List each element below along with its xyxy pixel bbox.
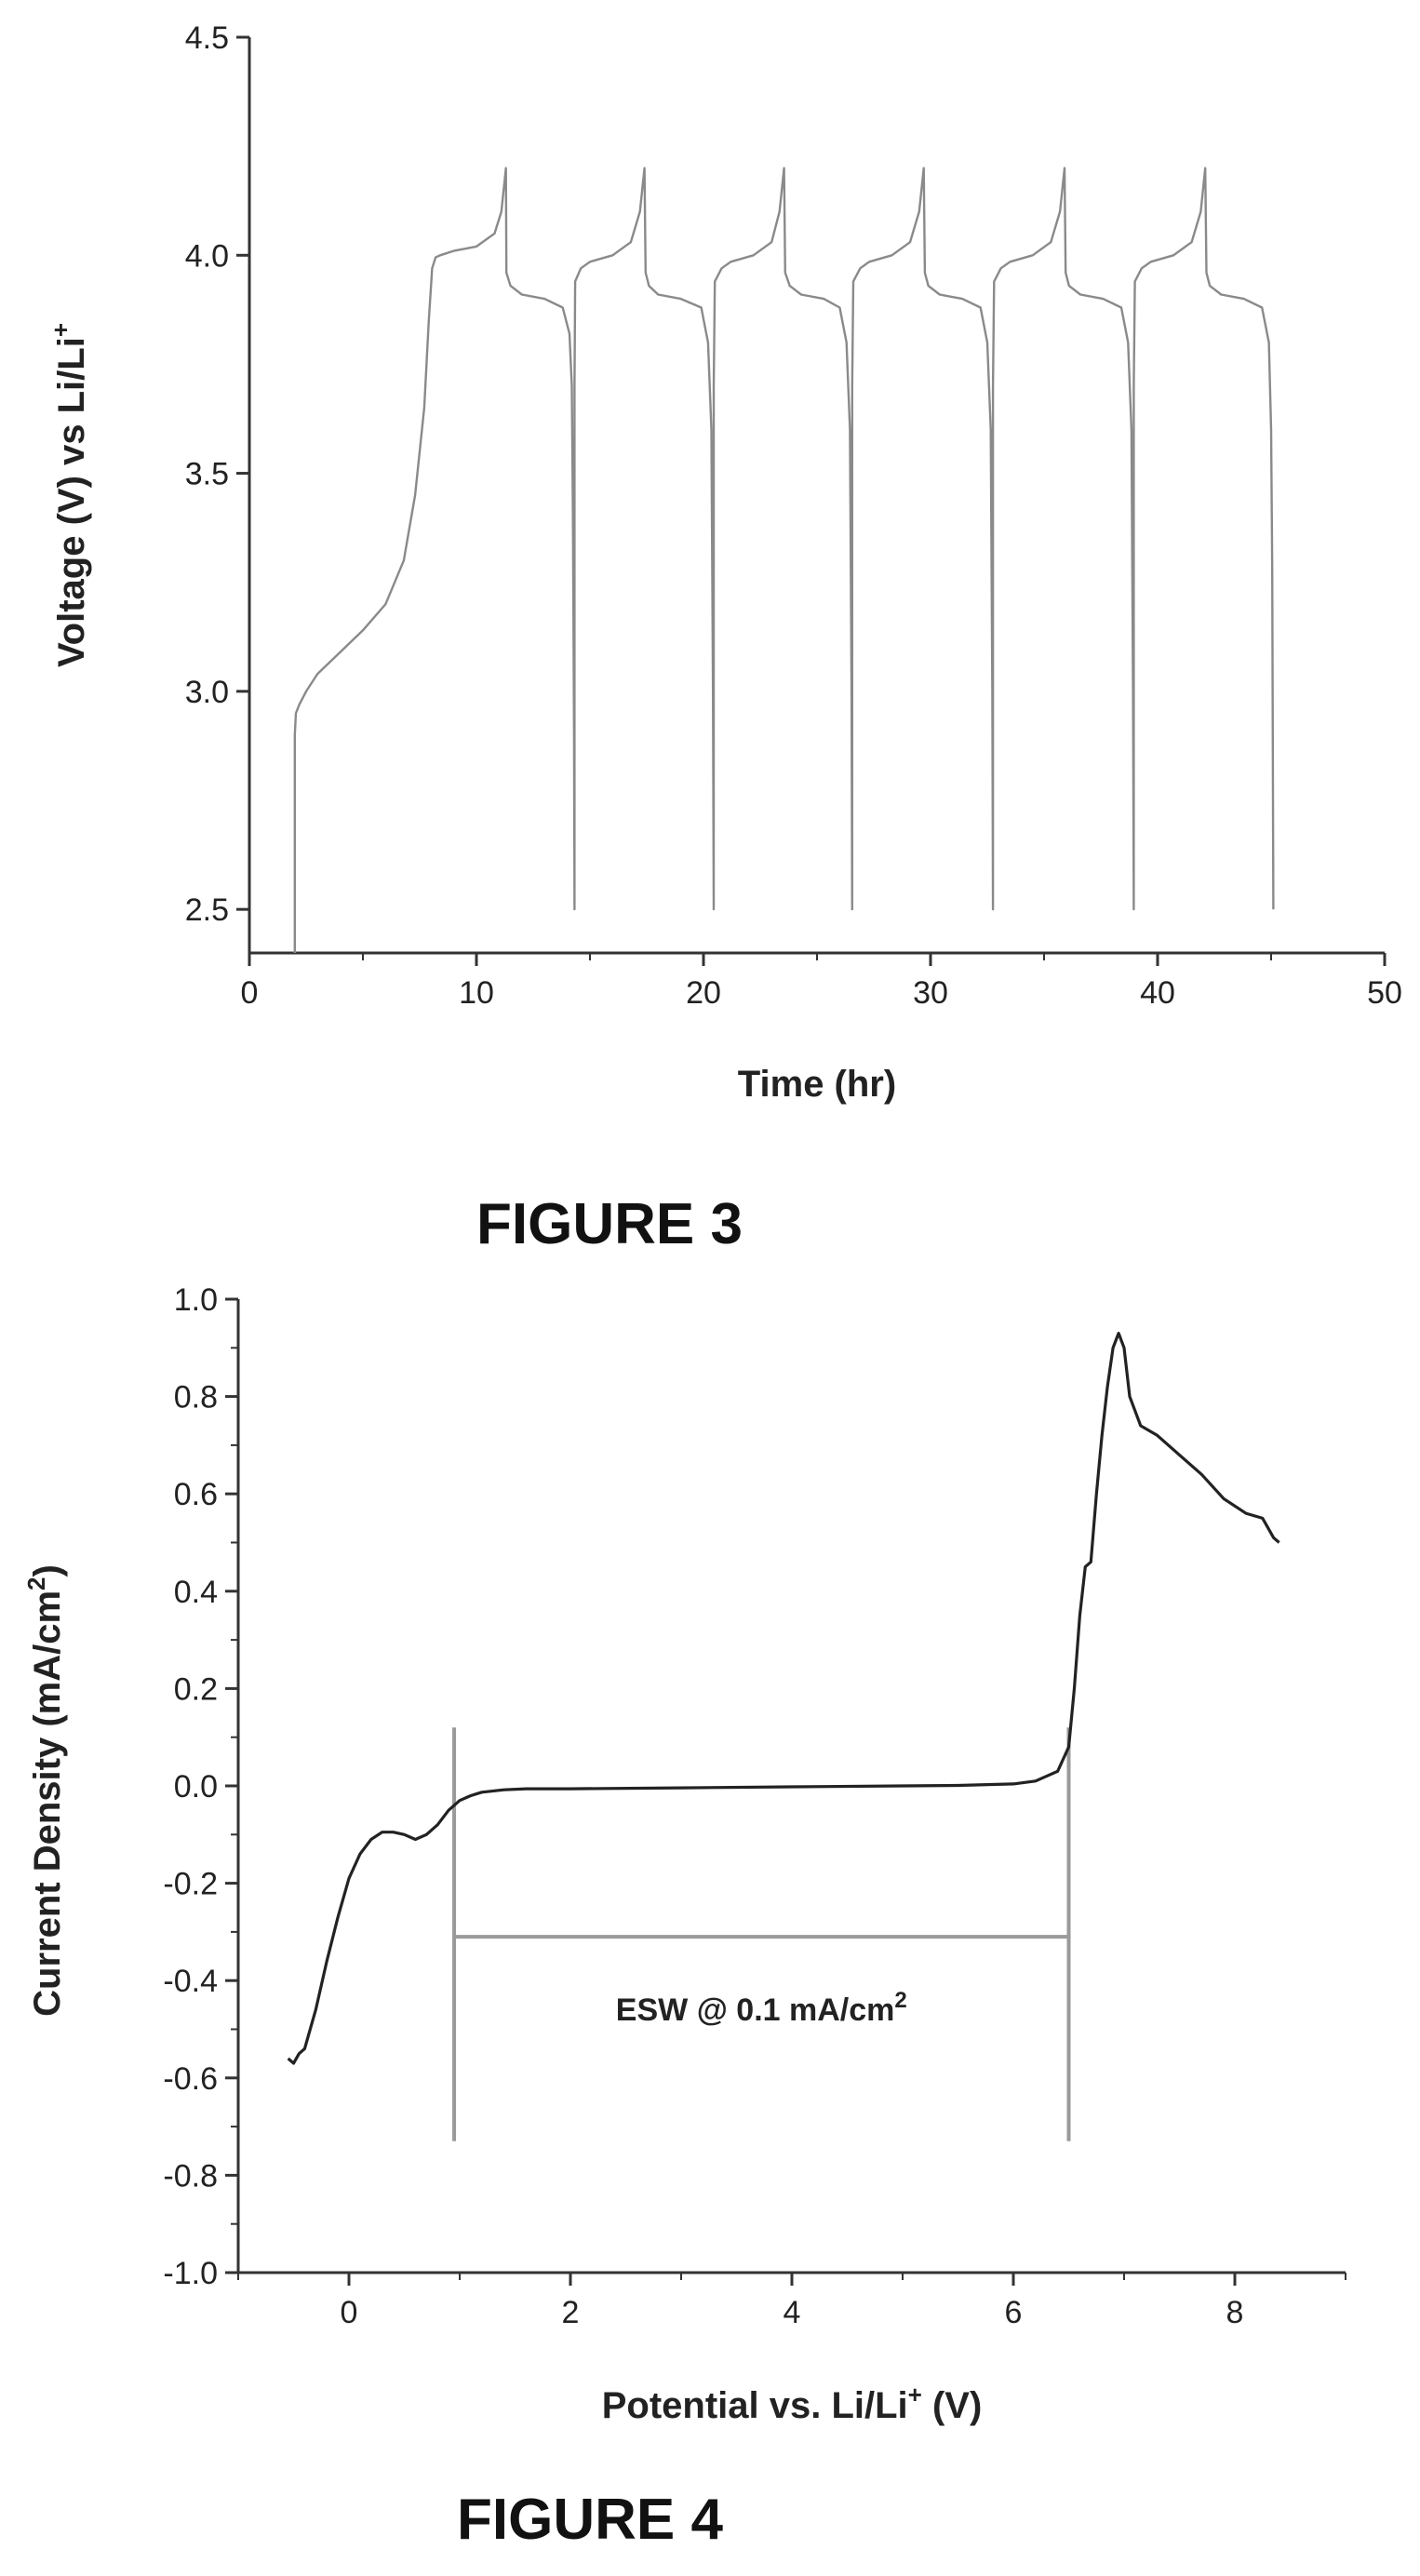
figure-4-chart: -1.0 -0.8 -0.6 -0.4 -0.2 0.0 0.2 0.4 0.6 0.8 1.0 0… [22, 1288, 1346, 2552]
fig3-x-tick-label: 50 [1367, 975, 1402, 1011]
fig4-y-tick-label: -0.8 [163, 2158, 218, 2194]
fig4-x-tick-label: 4 [784, 2295, 801, 2330]
fig4-y-tick-label: 0.2 [174, 1671, 218, 1707]
fig3-x-tick-label: 10 [459, 975, 494, 1011]
fig4-y-tick-label: 0.4 [174, 1575, 218, 1610]
fig3-series-line [293, 167, 1275, 953]
fig4-x-axis-title-sup: + [908, 2381, 922, 2408]
fig4-x-tick-label: 6 [1005, 2295, 1023, 2330]
fig3-x-tick-label: 0 [241, 975, 259, 1011]
fig3-y-tick-label: 2.5 [185, 892, 229, 928]
fig4-y-tick-label: -0.4 [163, 1964, 218, 1999]
fig3-y-tick-label: 4.0 [185, 238, 229, 274]
fig4-series-line [287, 1332, 1280, 2065]
fig3-x-tick-label: 30 [913, 975, 948, 1011]
fig4-x-tick-label: 0 [341, 2295, 358, 2330]
esw-label-sup: 2 [894, 1988, 906, 2013]
fig3-y-axis-title-main: Voltage (V) vs Li/Li [51, 337, 92, 667]
fig4-x-axis-title-main: Potential vs. Li/Li [602, 2385, 908, 2426]
fig3-y-ticks: 2.5 3.0 3.5 4.0 4.5 [185, 20, 249, 928]
fig4-esw-annotation: ESW @ 0.1 mA/cm2 [452, 1727, 1071, 2141]
fig4-y-tick-label: -1.0 [163, 2256, 218, 2291]
fig4-x-tick-label: 2 [562, 2295, 580, 2330]
fig4-y-axis-title-tail: ) [27, 1564, 68, 1576]
fig4-x-axis-title: Potential vs. Li/Li+ (V) [602, 2381, 983, 2426]
fig4-y-tick-label: 0.6 [174, 1477, 218, 1512]
fig3-y-tick-label: 4.5 [185, 20, 229, 56]
fig4-plot-area: -1.0 -0.8 -0.6 -0.4 -0.2 0.0 0.2 0.4 0.6 0.8 1.0 0… [163, 1288, 1346, 2330]
fig4-y-tick-label: -0.6 [163, 2061, 218, 2097]
fig3-caption: FIGURE 3 [476, 1192, 743, 1256]
fig3-y-tick-label: 3.5 [185, 457, 229, 492]
fig3-x-axis-title: Time (hr) [738, 1064, 896, 1105]
fig3-y-tick-label: 3.0 [185, 675, 229, 710]
fig3-y-axis-title-sup: + [47, 323, 74, 337]
figure-3-chart: 2.5 3.0 3.5 4.0 4.5 0 10 20 30 40 50 Time (hr) Vo… [47, 20, 1402, 1256]
fig4-y-tick-label: 1.0 [174, 1288, 218, 1318]
fig4-y-axis-title-main: Current Density (mA/cm [27, 1590, 68, 2017]
fig4-y-axis-title: Current Density (mA/cm2) [22, 1564, 68, 2017]
fig4-y-tick-label: -0.2 [163, 1867, 218, 1902]
fig4-x-ticks: 0 2 4 6 8 [237, 2273, 1346, 2330]
fig4-y-axis-title-sup: 2 [22, 1576, 50, 1590]
fig4-y-tick-label: 0.0 [174, 1769, 218, 1805]
fig4-y-ticks: -1.0 -0.8 -0.6 -0.4 -0.2 0.0 0.2 0.4 0.6 0.8 1.0 [163, 1288, 238, 2291]
fig3-plot-area: 2.5 3.0 3.5 4.0 4.5 0 10 20 30 40 50 [185, 20, 1402, 1011]
fig3-x-tick-label: 40 [1140, 975, 1175, 1011]
fig4-caption: FIGURE 4 [457, 2488, 723, 2552]
esw-label-main: ESW @ 0.1 mA/cm [616, 1992, 895, 2028]
fig4-x-axis-title-tail: (V) [922, 2385, 982, 2426]
fig3-x-tick-label: 20 [686, 975, 721, 1011]
fig4-y-tick-label: 0.8 [174, 1380, 218, 1415]
fig3-y-axis-title: Voltage (V) vs Li/Li+ [47, 323, 92, 667]
fig4-x-tick-label: 8 [1226, 2295, 1244, 2330]
fig3-x-ticks: 0 10 20 30 40 50 [241, 953, 1402, 1011]
esw-label: ESW @ 0.1 mA/cm2 [616, 1988, 907, 2028]
